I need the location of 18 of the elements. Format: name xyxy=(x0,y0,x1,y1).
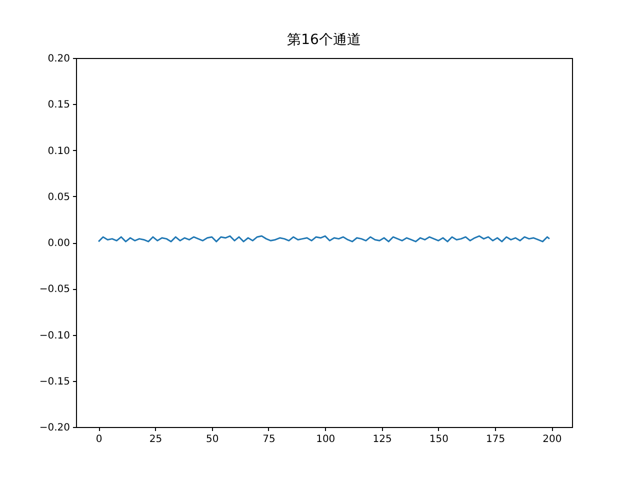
x-tick-label: 175 xyxy=(486,434,506,445)
y-tick-label: 0.10 xyxy=(48,146,70,157)
x-tick-label: 0 xyxy=(96,434,102,445)
x-tick-label: 100 xyxy=(316,434,336,445)
y-tick-label: 0.20 xyxy=(48,54,70,64)
y-tick-label: −0.20 xyxy=(39,422,70,434)
y-tick-label: 0.05 xyxy=(48,192,70,203)
y-tick-label: −0.15 xyxy=(39,376,70,388)
x-tick-label: 75 xyxy=(262,434,276,445)
x-tick-label: 200 xyxy=(542,434,562,445)
y-tick-label: −0.05 xyxy=(39,284,70,296)
y-tick-label: 0.15 xyxy=(48,100,70,111)
y-tick-label: 0.00 xyxy=(48,238,70,249)
x-tick-label: 125 xyxy=(372,434,392,445)
x-tick-label: 150 xyxy=(429,434,448,445)
x-tick-label: 50 xyxy=(206,434,219,445)
y-tick-label: −0.10 xyxy=(39,330,70,342)
x-tick-label: 25 xyxy=(149,434,162,445)
